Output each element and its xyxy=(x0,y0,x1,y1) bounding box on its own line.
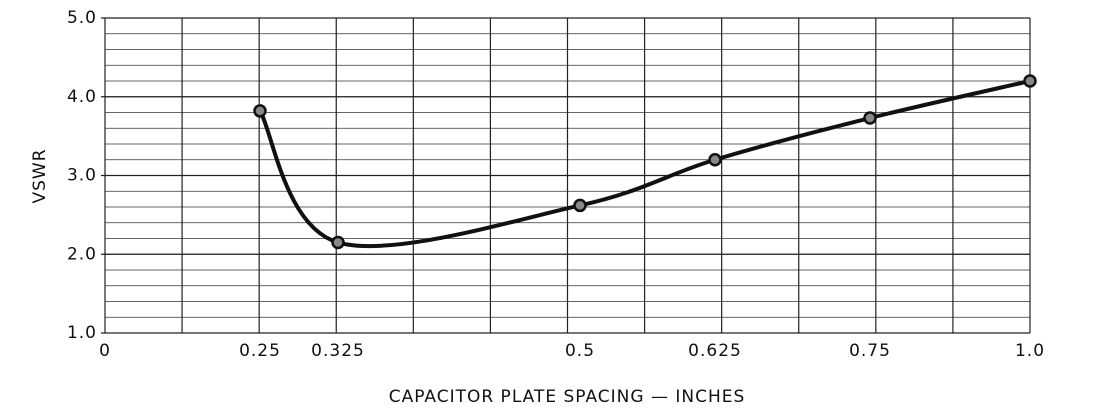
point xyxy=(253,104,267,118)
point xyxy=(573,198,587,213)
x-tick-label: 0.5 xyxy=(565,341,595,361)
point xyxy=(863,111,877,125)
y-tick-label: 4.0 xyxy=(67,87,97,107)
y-tick-label: 3.0 xyxy=(67,166,97,186)
x-tick-label: 0.625 xyxy=(688,341,742,361)
x-tick-label: 1.0 xyxy=(1015,341,1045,361)
y-tick-label: 2.0 xyxy=(67,244,97,264)
line xyxy=(258,79,1031,249)
x-axis-label: CAPACITOR PLATE SPACING — INCHES xyxy=(389,387,746,407)
x-tick-label: 0.75 xyxy=(849,341,891,361)
y-tick-label: 1.0 xyxy=(67,323,97,343)
x-tick-label: 0.325 xyxy=(311,341,365,361)
point xyxy=(708,153,722,167)
y-tick-label: 5.0 xyxy=(67,8,97,28)
point xyxy=(331,235,345,250)
point xyxy=(1023,74,1037,88)
x-tick-label: 0 xyxy=(99,341,111,361)
y-axis-label: VSWR xyxy=(30,148,50,203)
x-tick-label: 0.25 xyxy=(239,341,281,361)
